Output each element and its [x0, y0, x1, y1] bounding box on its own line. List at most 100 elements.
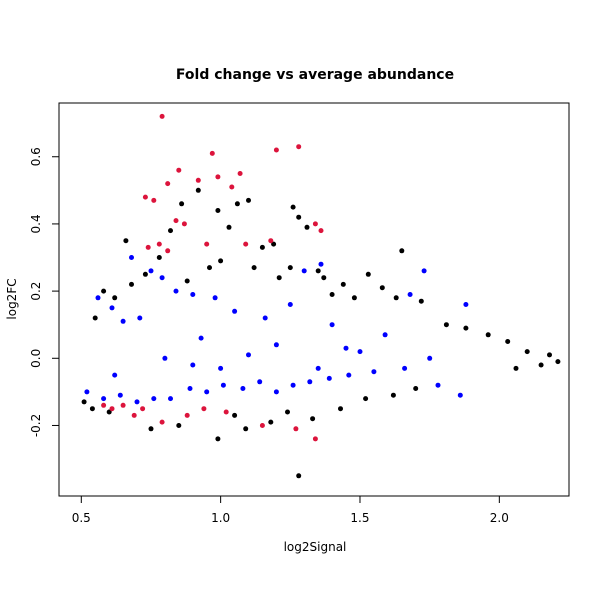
y-tick-label: -0.2 [29, 414, 43, 437]
data-point [315, 268, 321, 274]
data-point [271, 241, 277, 247]
data-point [268, 238, 274, 244]
data-point [159, 113, 165, 119]
data-point [173, 218, 179, 224]
data-point [290, 382, 296, 388]
data-point [190, 362, 196, 368]
data-point [365, 271, 371, 277]
data-point [120, 318, 126, 324]
data-point [338, 406, 343, 412]
data-point [418, 298, 424, 304]
data-point [156, 255, 162, 260]
data-point [382, 332, 388, 338]
data-point [145, 244, 151, 250]
data-point [165, 248, 171, 254]
data-point [296, 144, 302, 150]
x-tick-label: 1.5 [350, 511, 369, 525]
y-tick-label: 0.0 [29, 349, 43, 368]
data-point [176, 167, 182, 173]
y-tick-label: 0.2 [29, 282, 43, 301]
data-point [165, 181, 171, 187]
data-point [92, 315, 98, 321]
data-point [129, 281, 134, 287]
chart-title: Fold change vs average abundance [176, 67, 454, 83]
data-point [301, 268, 307, 274]
data-point [120, 402, 126, 408]
data-point [95, 295, 101, 301]
data-point [168, 396, 173, 402]
data-point [190, 292, 196, 297]
data-point [176, 423, 182, 428]
data-point [215, 174, 221, 180]
data-point [273, 147, 279, 153]
data-point [234, 201, 240, 207]
data-point [276, 275, 282, 281]
data-point [290, 204, 296, 210]
data-point [371, 369, 377, 375]
data-point [101, 402, 107, 408]
series-2 [101, 113, 324, 442]
data-point [243, 241, 249, 247]
data-point [218, 365, 224, 371]
data-point [181, 221, 187, 227]
data-point [232, 412, 238, 418]
data-point [307, 379, 313, 385]
data-point [329, 292, 335, 297]
data-point [109, 406, 115, 412]
data-point [215, 208, 221, 213]
data-point [112, 372, 118, 378]
data-point [402, 365, 408, 371]
data-point [184, 278, 190, 284]
data-point [148, 268, 154, 274]
data-point [538, 362, 544, 368]
points-layer [81, 113, 561, 479]
data-point [310, 416, 316, 422]
data-point [131, 412, 137, 418]
data-point [151, 197, 157, 203]
data-point [251, 265, 257, 271]
data-point [84, 389, 90, 395]
data-point [413, 386, 419, 391]
y-tick-label: 0.6 [29, 147, 43, 166]
data-point [137, 315, 143, 321]
data-point [232, 308, 238, 314]
data-point [179, 201, 185, 207]
data-point [296, 214, 302, 220]
data-point [343, 345, 349, 351]
data-point [229, 184, 235, 190]
data-point [215, 436, 221, 442]
data-point [463, 325, 469, 331]
data-point [296, 473, 302, 479]
data-point [109, 305, 115, 311]
data-point [259, 244, 265, 250]
data-point [201, 406, 207, 412]
data-point [184, 412, 190, 418]
data-point [195, 177, 201, 183]
data-point [293, 426, 299, 432]
data-point [262, 315, 268, 321]
data-point [547, 352, 552, 358]
data-point [304, 224, 310, 230]
y-axis: -0.2 0.0 0.2 0.4 0.6 [29, 147, 60, 437]
data-point [427, 355, 433, 361]
data-point [421, 268, 427, 274]
data-point [204, 241, 210, 247]
x-tick-label: 0.5 [72, 511, 91, 525]
data-point [151, 396, 157, 402]
data-point [212, 295, 218, 301]
data-point [173, 288, 179, 294]
data-point [346, 372, 352, 378]
data-point [273, 389, 279, 395]
data-point [142, 271, 148, 277]
data-point [240, 386, 246, 391]
data-point [129, 255, 134, 260]
data-point [112, 295, 118, 301]
data-point [259, 423, 265, 428]
data-point [318, 228, 324, 234]
data-point [315, 365, 321, 371]
data-point [390, 392, 396, 398]
y-axis-label: log2FC [5, 278, 19, 319]
data-point [246, 352, 251, 358]
data-point [89, 406, 95, 412]
